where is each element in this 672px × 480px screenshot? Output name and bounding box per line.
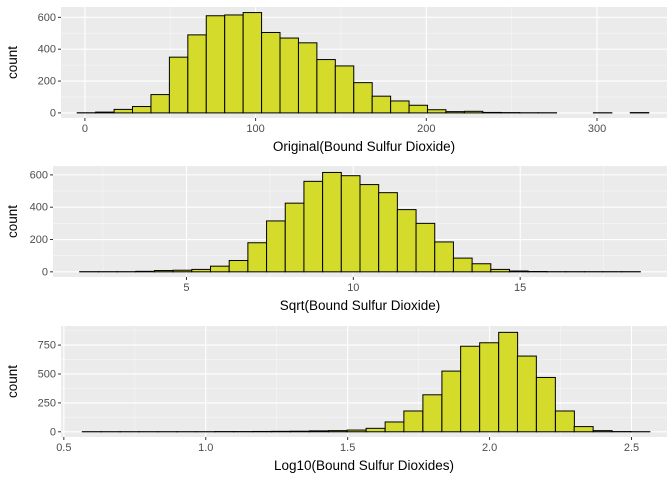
y-axis-title: count bbox=[5, 205, 20, 238]
x-tick-label: 1.5 bbox=[340, 442, 355, 454]
histogram-bar bbox=[228, 260, 249, 273]
histogram-bar bbox=[408, 104, 429, 114]
histogram-bar bbox=[308, 430, 329, 433]
histogram-bar bbox=[266, 220, 286, 273]
x-tick-label: 1.0 bbox=[198, 442, 213, 454]
histogram-bar bbox=[463, 110, 484, 114]
histogram-bar bbox=[403, 410, 424, 433]
histogram-bar bbox=[224, 14, 244, 114]
histogram-bar bbox=[247, 242, 268, 273]
y-tick-label: 200 bbox=[38, 76, 56, 88]
histogram-bar bbox=[441, 370, 462, 433]
x-axis-title: Original(Bound Sulfur Dioxide) bbox=[273, 139, 455, 154]
y-axis-title: count bbox=[5, 365, 20, 398]
y-tick-label: 600 bbox=[30, 169, 48, 181]
histogram-bar bbox=[384, 421, 405, 433]
histogram-bar bbox=[422, 394, 443, 433]
histogram-bar bbox=[340, 175, 361, 273]
histogram-bar bbox=[316, 59, 336, 114]
histogram-bar bbox=[289, 430, 310, 433]
x-tick-label: 100 bbox=[246, 123, 264, 135]
histogram-bar bbox=[205, 15, 226, 114]
histogram-bar bbox=[334, 65, 355, 114]
histogram-bar bbox=[471, 263, 492, 273]
x-tick-label: 0 bbox=[82, 123, 88, 135]
histogram-bar bbox=[371, 95, 392, 114]
x-tick-label: 15 bbox=[514, 282, 526, 294]
histogram-bar bbox=[359, 184, 380, 273]
histogram-bar bbox=[191, 268, 212, 273]
y-tick-label: 0 bbox=[50, 107, 56, 119]
x-tick-label: 2.0 bbox=[482, 442, 497, 454]
histogram-bar bbox=[445, 111, 465, 114]
histogram-bar bbox=[327, 430, 348, 433]
histogram-bar bbox=[284, 202, 305, 273]
histogram-bar bbox=[490, 268, 510, 273]
histogram-bar bbox=[95, 111, 115, 114]
chart-panel-3: 0 250 500 750 0.5 1.0 1.5 2.0 2.5 Log10(Bound Sul… bbox=[5, 326, 667, 473]
y-tick-label: 600 bbox=[38, 12, 56, 24]
x-tick-label: 2.5 bbox=[624, 442, 639, 454]
histogram-bar bbox=[303, 180, 324, 273]
histogram-bar bbox=[242, 12, 263, 114]
chart-panel-2: 0 200 400 600 5 10 15 Sqrt(Bound Sulfur Dioxide… bbox=[5, 166, 667, 313]
histogram-bar bbox=[279, 37, 299, 114]
histogram-bar bbox=[378, 192, 398, 273]
x-tick-label: 300 bbox=[588, 123, 606, 135]
histogram-bar bbox=[150, 94, 170, 114]
histogram-bar bbox=[592, 430, 613, 433]
histogram-bar bbox=[434, 241, 454, 273]
histogram-bar bbox=[535, 376, 556, 433]
x-tick-label: 5 bbox=[183, 282, 189, 294]
histogram-bar bbox=[353, 82, 373, 114]
chart-panel-1: 0 200 400 600 0 100 200 300 Original(Bound Sulfu… bbox=[5, 7, 667, 154]
histogram-bar bbox=[479, 342, 500, 433]
y-tick-label: 500 bbox=[38, 368, 56, 380]
x-tick-label: 0.5 bbox=[56, 442, 71, 454]
y-axis-title: count bbox=[5, 46, 20, 79]
histogram-bar bbox=[168, 56, 189, 114]
histogram-bar bbox=[172, 269, 193, 273]
histogram-bar bbox=[261, 31, 281, 114]
y-tick-label: 400 bbox=[38, 44, 56, 56]
histogram-bar bbox=[365, 427, 386, 433]
x-tick-label: 10 bbox=[347, 282, 359, 294]
histogram-bar bbox=[554, 410, 575, 433]
y-tick-label: 250 bbox=[38, 397, 56, 409]
y-tick-label: 0 bbox=[50, 426, 56, 438]
histogram-bar bbox=[573, 426, 594, 433]
y-tick-label: 200 bbox=[30, 234, 48, 246]
y-tick-label: 0 bbox=[42, 266, 48, 278]
histogram-bar bbox=[390, 100, 410, 114]
histogram-bar bbox=[516, 355, 537, 433]
histogram-bar bbox=[452, 257, 473, 273]
histogram-bar bbox=[427, 109, 447, 114]
histogram-bar bbox=[346, 429, 367, 433]
histogram-bar bbox=[460, 345, 481, 433]
x-tick-label: 200 bbox=[417, 123, 435, 135]
histogram-bar bbox=[322, 171, 342, 273]
y-tick-label: 400 bbox=[30, 202, 48, 214]
histogram-bar bbox=[415, 222, 436, 273]
histogram-bar bbox=[113, 108, 134, 114]
histogram-bar bbox=[297, 42, 318, 114]
histogram-bar bbox=[396, 209, 417, 273]
histogram-bar bbox=[210, 265, 230, 273]
histogram-bar bbox=[153, 270, 174, 273]
histogram-bar bbox=[187, 34, 207, 114]
y-tick-label: 750 bbox=[38, 340, 56, 352]
histogram-bar bbox=[508, 270, 529, 273]
plot-background bbox=[61, 326, 667, 437]
x-axis-title: Sqrt(Bound Sulfur Dioxide) bbox=[280, 298, 441, 313]
histogram-bar bbox=[132, 106, 152, 114]
x-axis-title: Log10(Bound Sulfur Dioxides) bbox=[274, 458, 454, 473]
histogram-bar bbox=[498, 331, 519, 433]
